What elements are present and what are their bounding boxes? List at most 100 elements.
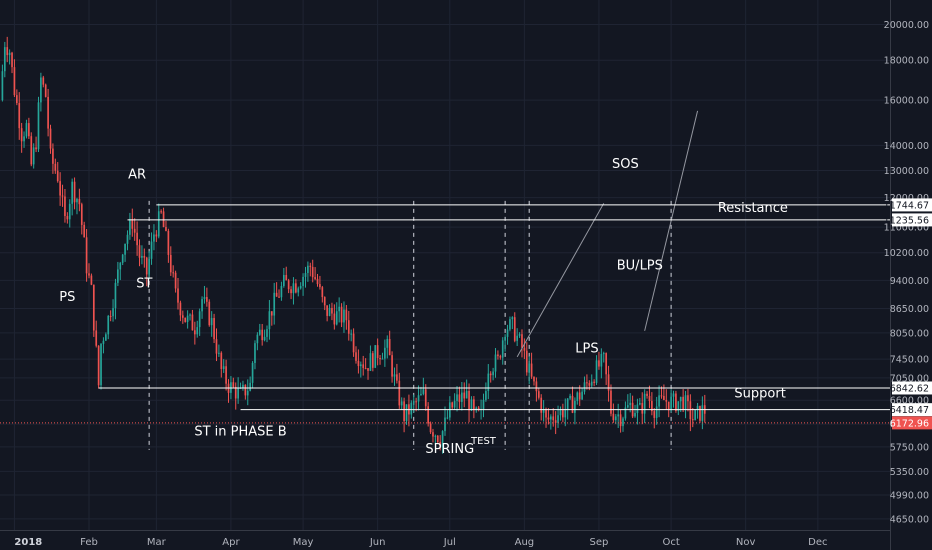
candle-down bbox=[321, 287, 324, 298]
price-tick-label: 8650.00 bbox=[890, 304, 929, 315]
candle-up bbox=[549, 416, 552, 420]
candle-up bbox=[350, 333, 353, 335]
candle-up bbox=[420, 393, 422, 396]
candle-down bbox=[109, 315, 112, 317]
candle-down bbox=[547, 417, 550, 420]
candle-up bbox=[501, 340, 504, 358]
candle-down bbox=[261, 329, 264, 341]
candle-down bbox=[78, 198, 81, 205]
candle-up bbox=[25, 123, 28, 137]
candle-down bbox=[571, 395, 574, 413]
candle-up bbox=[280, 286, 283, 298]
candle-down bbox=[88, 273, 90, 276]
candle-down bbox=[345, 309, 348, 321]
candle-down bbox=[309, 265, 312, 267]
candle-down bbox=[473, 399, 475, 411]
time-tick-label: Apr bbox=[222, 537, 240, 548]
candle-down bbox=[206, 297, 208, 302]
price-level-badge bbox=[892, 213, 932, 227]
candle-down bbox=[477, 407, 480, 410]
candle-down bbox=[535, 381, 538, 392]
candle-up bbox=[282, 274, 285, 287]
annotation-label: TEST bbox=[470, 436, 497, 447]
candle-down bbox=[663, 395, 665, 401]
candle-down bbox=[667, 401, 670, 411]
time-axis[interactable]: 2018 Feb Mar Apr May Jun Jul Aug Sep Oct Nov Dec bbox=[0, 530, 890, 550]
time-tick-label: Aug bbox=[515, 537, 535, 548]
candle-down bbox=[54, 163, 57, 171]
candle-down bbox=[179, 302, 182, 316]
candle-down bbox=[49, 128, 52, 149]
price-tick-label: 7050.00 bbox=[890, 373, 929, 384]
candle-up bbox=[465, 390, 468, 399]
candle-down bbox=[290, 289, 292, 294]
candle-up bbox=[475, 407, 478, 411]
candle-down bbox=[619, 414, 622, 427]
candle-up bbox=[256, 334, 259, 344]
candle-down bbox=[177, 288, 179, 303]
candle-down bbox=[513, 317, 516, 341]
candle-down bbox=[687, 395, 689, 402]
candle-up bbox=[509, 319, 511, 330]
candle-up bbox=[307, 265, 309, 273]
candle-up bbox=[453, 400, 456, 408]
candle-up bbox=[696, 405, 699, 410]
grid bbox=[0, 0, 890, 530]
candle-down bbox=[427, 406, 430, 424]
candle-down bbox=[95, 330, 98, 346]
candle-up bbox=[381, 358, 384, 360]
time-tick-label: Mar bbox=[147, 537, 167, 548]
candle-down bbox=[244, 384, 247, 396]
candle-down bbox=[181, 315, 184, 318]
candle-down bbox=[193, 330, 196, 335]
candle-down bbox=[85, 237, 88, 274]
candle-down bbox=[133, 228, 136, 233]
candle-down bbox=[523, 347, 526, 351]
candle-down bbox=[234, 386, 237, 399]
candle-up bbox=[304, 272, 307, 277]
annotation-label: ST in PHASE B bbox=[194, 424, 286, 439]
time-tick-label: Oct bbox=[662, 537, 679, 548]
vertical-markers bbox=[148, 200, 672, 450]
candle-up bbox=[126, 234, 129, 244]
candle-up bbox=[153, 234, 155, 242]
candle-down bbox=[145, 257, 148, 275]
candle-up bbox=[482, 399, 485, 410]
price-axis[interactable]: 4650.004990.005350.005750.006150.006600.… bbox=[884, 0, 932, 550]
candle-up bbox=[114, 282, 117, 309]
candle-down bbox=[432, 432, 434, 437]
candle-down bbox=[83, 224, 86, 238]
annotation-label: Support bbox=[734, 387, 785, 402]
price-tick-label: 8050.00 bbox=[890, 328, 929, 339]
candle-down bbox=[357, 360, 360, 367]
candle-down bbox=[682, 396, 684, 410]
candle-up bbox=[518, 334, 521, 336]
candle-up bbox=[511, 317, 514, 320]
candle-down bbox=[15, 95, 18, 104]
time-tick-label: Feb bbox=[80, 537, 98, 548]
candle-up bbox=[470, 399, 473, 411]
candle-up bbox=[359, 364, 362, 367]
candle-down bbox=[660, 395, 663, 397]
candle-up bbox=[37, 102, 40, 150]
candle-up bbox=[117, 269, 119, 283]
candle-down bbox=[552, 416, 555, 421]
candle-up bbox=[141, 255, 143, 258]
candle-up bbox=[3, 47, 6, 72]
candle-up bbox=[576, 392, 579, 401]
annotation-label: SOS bbox=[612, 157, 639, 172]
candle-up bbox=[446, 417, 449, 419]
candle-up bbox=[1, 71, 4, 101]
candle-up bbox=[583, 382, 586, 392]
candle-up bbox=[456, 394, 458, 401]
annotation-label: Resistance bbox=[718, 201, 788, 216]
candle-down bbox=[586, 382, 588, 384]
candle-up bbox=[441, 431, 444, 447]
candle-down bbox=[451, 402, 454, 408]
candle-down bbox=[136, 232, 138, 246]
candle-down bbox=[220, 352, 223, 369]
candle-down bbox=[6, 47, 9, 56]
candle-up bbox=[701, 405, 704, 421]
candle-up bbox=[566, 398, 569, 410]
